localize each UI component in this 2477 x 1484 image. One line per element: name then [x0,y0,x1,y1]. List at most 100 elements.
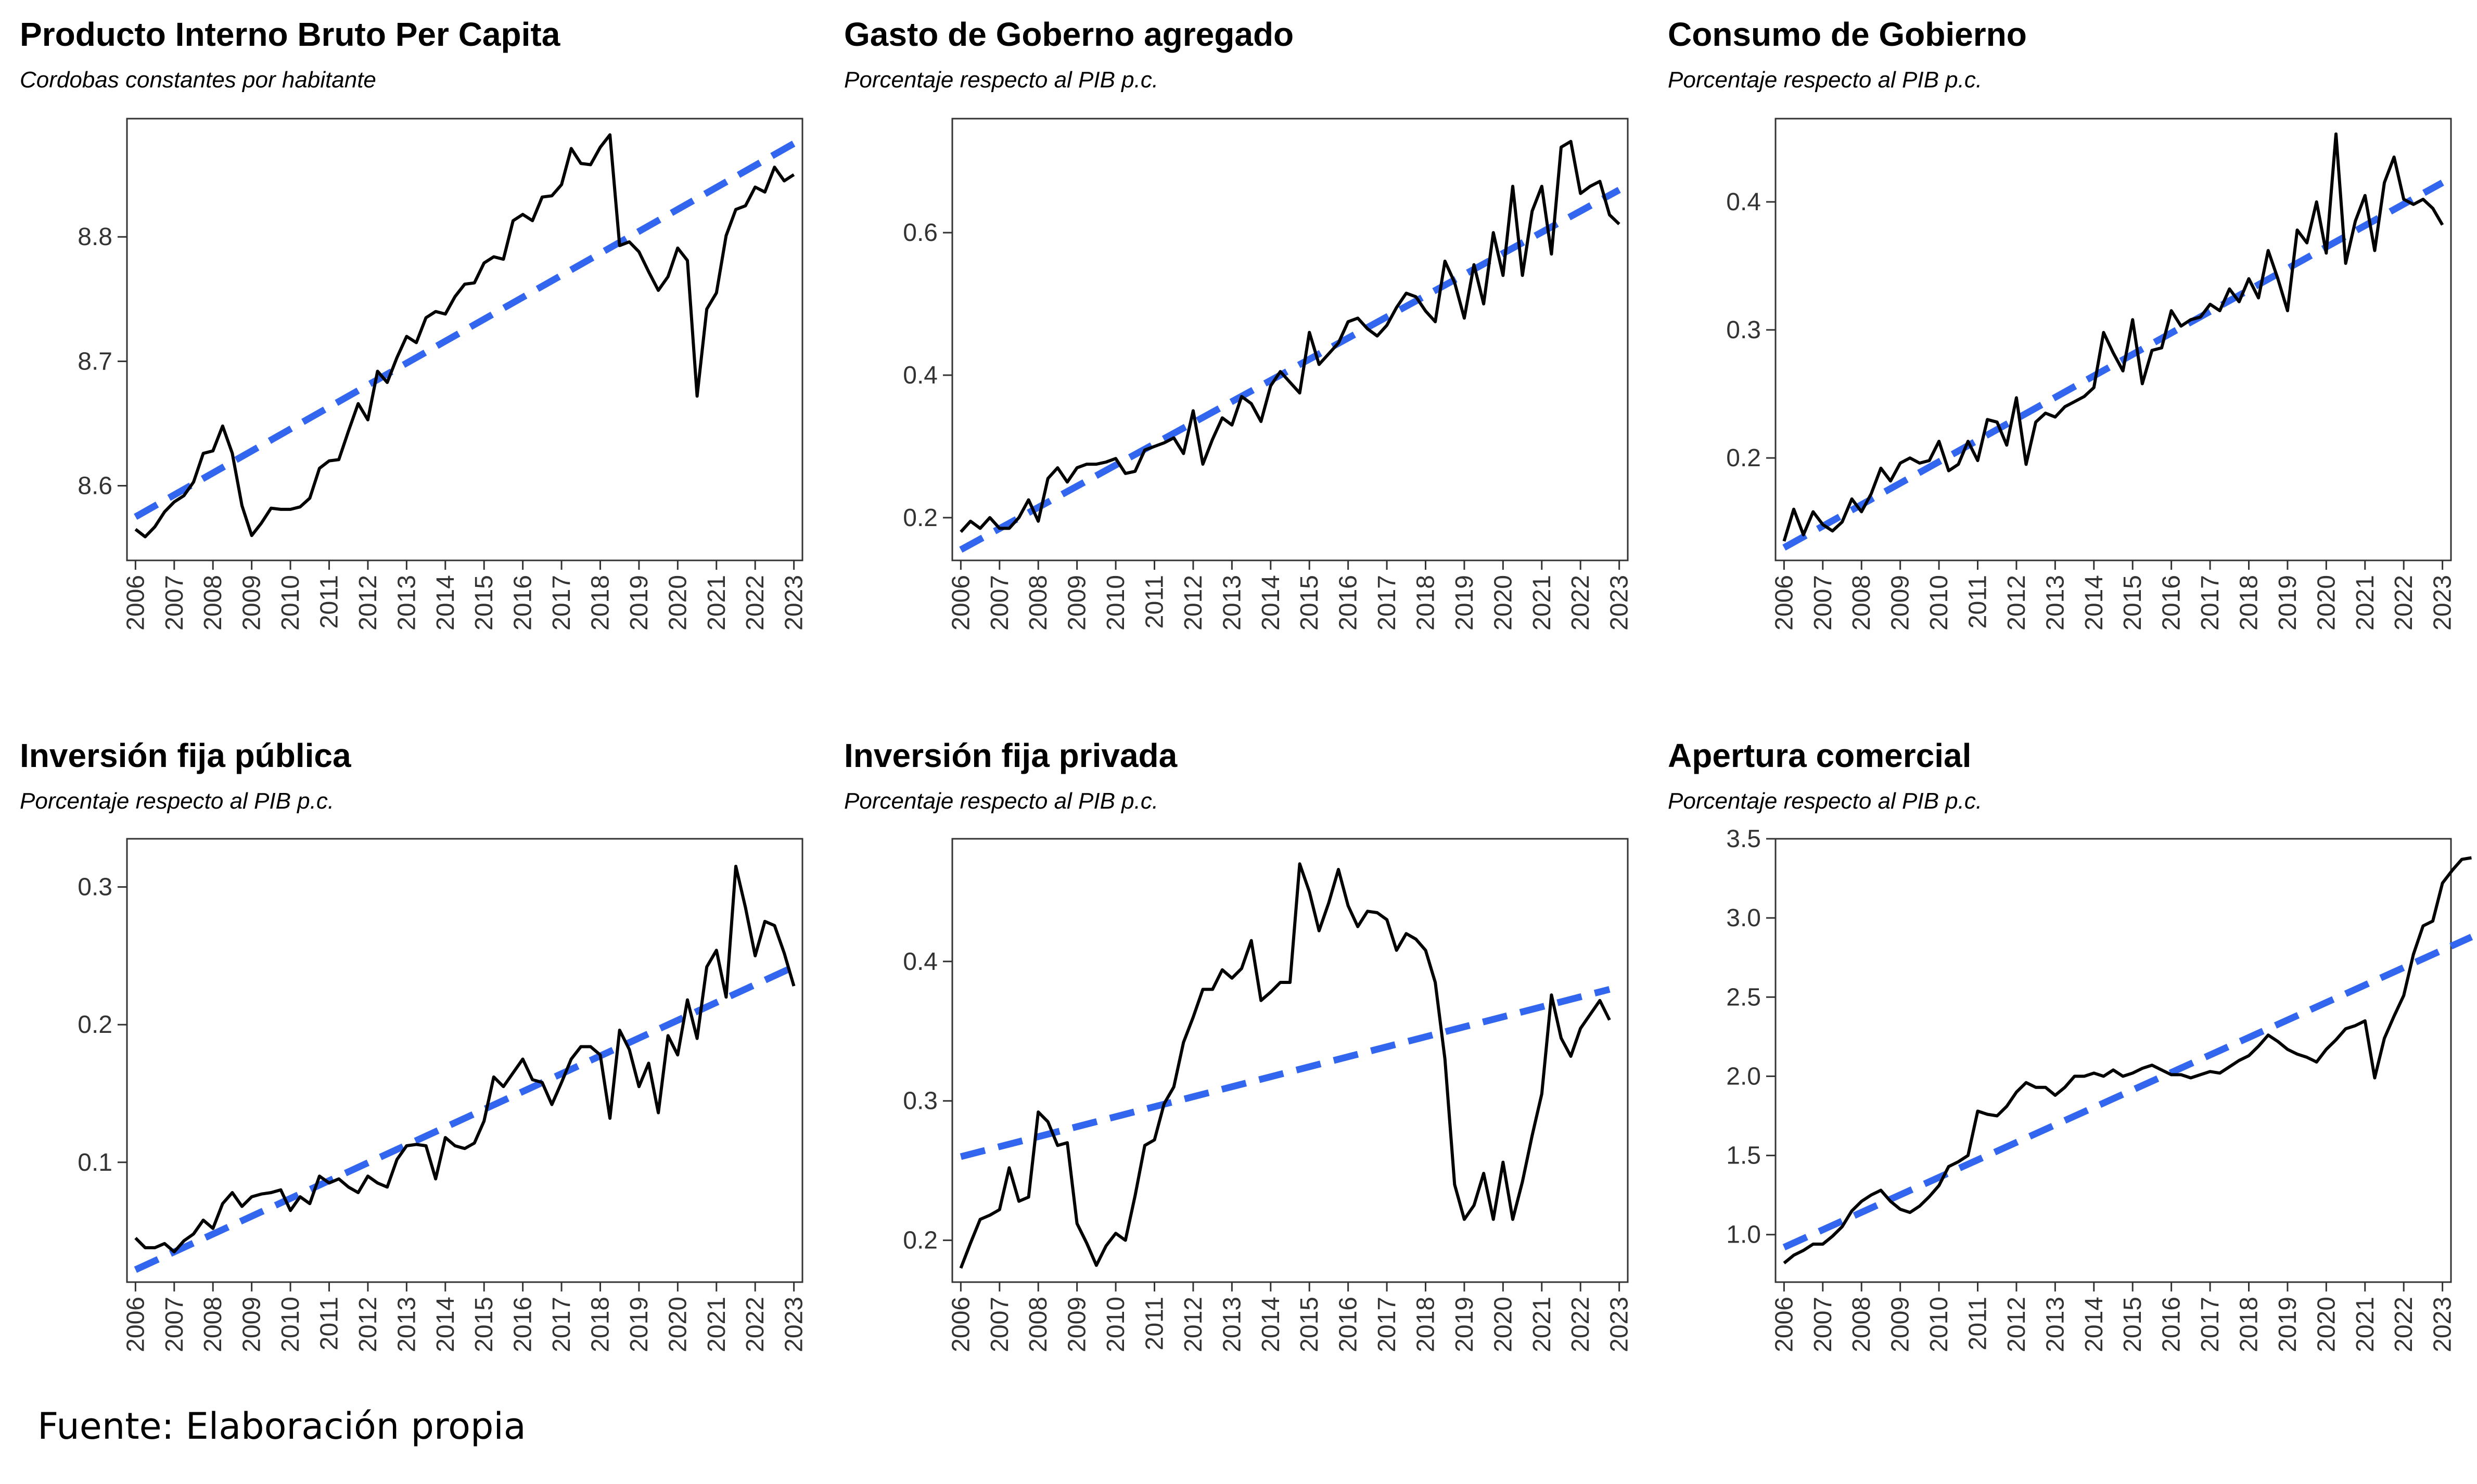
x-tick-label: 2022 [742,1297,769,1352]
plot-frame [126,118,803,561]
x-tick-label: 2014 [1257,575,1285,631]
x-tick-label: 2011 [1141,575,1169,629]
y-tick-label: 0.3 [903,1088,938,1115]
x-tick-label: 2015 [470,1297,498,1352]
x-tick-label: 2016 [2158,575,2186,631]
trend-line [959,187,1621,553]
series-line [1783,856,2472,1264]
x-tick-label: 2017 [1373,575,1401,631]
x-tick-label: 2007 [161,575,188,631]
y-tick-label: 0.4 [1726,188,1761,216]
x-tick-label: 2009 [1064,1297,1091,1352]
x-tick-label: 2014 [2080,575,2108,631]
x-tick-label: 2016 [509,1297,537,1352]
chart-panel-1: Producto Interno Bruto Per Capita Cordoba… [20,16,808,631]
y-tick-label: 3.5 [1726,825,1761,853]
x-tick-label: 2010 [277,1297,304,1352]
x-tick-label: 2009 [1887,575,1914,631]
trend-line [134,964,796,1273]
x-tick-label: 2015 [470,575,498,631]
y-tick-label: 0.4 [903,362,938,389]
x-tick-label: 2014 [432,575,459,631]
y-tick-label: 0.6 [903,219,938,247]
y-tick-label: 0.3 [78,874,112,901]
chart-panel-5: Inversión fija privada Porcentaje respect… [844,737,1633,1352]
x-tick-label: 2007 [986,575,1014,631]
x-tick-label: 2022 [1567,1297,1594,1352]
x-tick-label: 2018 [2235,575,2263,631]
x-tick-label: 2011 [1964,575,1992,629]
x-tick-label: 2021 [2352,1297,2379,1352]
x-tick-label: 2018 [586,575,614,631]
chart-panel-2: Gasto de Goberno agregado Porcentaje resp… [844,16,1633,631]
x-tick-label: 2023 [2429,575,2457,631]
x-tick-label: 2008 [1025,1297,1052,1352]
series-line [1782,132,2444,542]
x-tick-label: 2015 [2119,1297,2147,1352]
y-tick-label: 1.5 [1726,1142,1761,1170]
x-tick-label: 2022 [1567,575,1594,631]
x-tick-label: 2011 [316,1297,343,1350]
chart-subtitle: Porcentaje respecto al PIB p.c. [844,788,1158,814]
x-tick-label: 2013 [393,575,420,631]
x-tick-label: 2020 [664,575,692,631]
x-tick-label: 2006 [947,1297,975,1352]
chart-title: Producto Interno Bruto Per Capita [20,16,560,53]
y-tick-label: 0.1 [78,1149,112,1176]
x-tick-label: 2006 [122,575,149,631]
x-tick-label: 2013 [393,1297,420,1352]
x-tick-label: 2017 [2197,575,2224,631]
x-tick-label: 2022 [2390,1297,2418,1352]
chart-subtitle: Porcentaje respecto al PIB p.c. [1668,67,1982,93]
y-tick-label: 1.0 [1726,1221,1761,1249]
x-tick-label: 2009 [1887,1297,1914,1352]
trend-line [1782,180,2444,551]
x-tick-label: 2022 [2390,575,2418,631]
x-tick-label: 2020 [1489,575,1517,631]
trend-line [134,140,796,520]
chart-subtitle: Cordobas constantes por habitante [20,67,376,93]
series-line [959,862,1611,1269]
y-tick-label: 0.2 [78,1011,112,1039]
x-tick-label: 2010 [1925,1297,1953,1352]
x-tick-label: 2009 [238,575,266,631]
y-tick-label: 8.7 [78,348,112,375]
x-tick-label: 2007 [986,1297,1014,1352]
x-tick-label: 2022 [742,575,769,631]
x-tick-label: 2010 [1102,1297,1130,1352]
x-tick-label: 2023 [2429,1297,2457,1352]
chart-subtitle: Porcentaje respecto al PIB p.c. [1668,788,1982,814]
x-tick-label: 2012 [354,575,382,631]
x-tick-label: 2018 [586,1297,614,1352]
chart-title: Gasto de Goberno agregado [844,16,1294,53]
x-tick-label: 2006 [122,1297,149,1352]
series-line [134,864,796,1253]
x-tick-label: 2011 [316,575,343,629]
x-tick-label: 2012 [2003,1297,2031,1352]
series-line [960,139,1620,533]
y-tick-label: 3.0 [1726,904,1761,932]
x-tick-label: 2007 [1809,1297,1837,1352]
x-tick-label: 2009 [238,1297,266,1352]
y-tick-label: 0.3 [1726,316,1761,344]
x-tick-label: 2021 [703,575,731,631]
x-tick-label: 2017 [548,1297,576,1352]
plot-frame [951,118,1629,561]
x-tick-label: 2019 [2274,1297,2302,1352]
x-tick-label: 2021 [1528,575,1556,631]
x-tick-label: 2023 [1606,575,1633,631]
chart-title: Inversión fija privada [844,737,1178,774]
x-tick-label: 2020 [2313,575,2340,631]
x-tick-label: 2013 [1218,575,1246,631]
x-tick-label: 2008 [1025,575,1052,631]
x-tick-label: 2019 [1451,1297,1478,1352]
y-tick-label: 0.2 [903,1227,938,1255]
x-tick-label: 2008 [1848,575,1875,631]
chart-title: Consumo de Gobierno [1668,16,2027,53]
chart-panel-4: Inversión fija pública Porcentaje respect… [20,737,808,1352]
y-tick-label: 2.0 [1726,1063,1761,1090]
x-tick-label: 2006 [947,575,975,631]
x-tick-label: 2021 [1528,1297,1556,1352]
x-tick-label: 2020 [1489,1297,1517,1352]
trend-line [960,986,1611,1160]
